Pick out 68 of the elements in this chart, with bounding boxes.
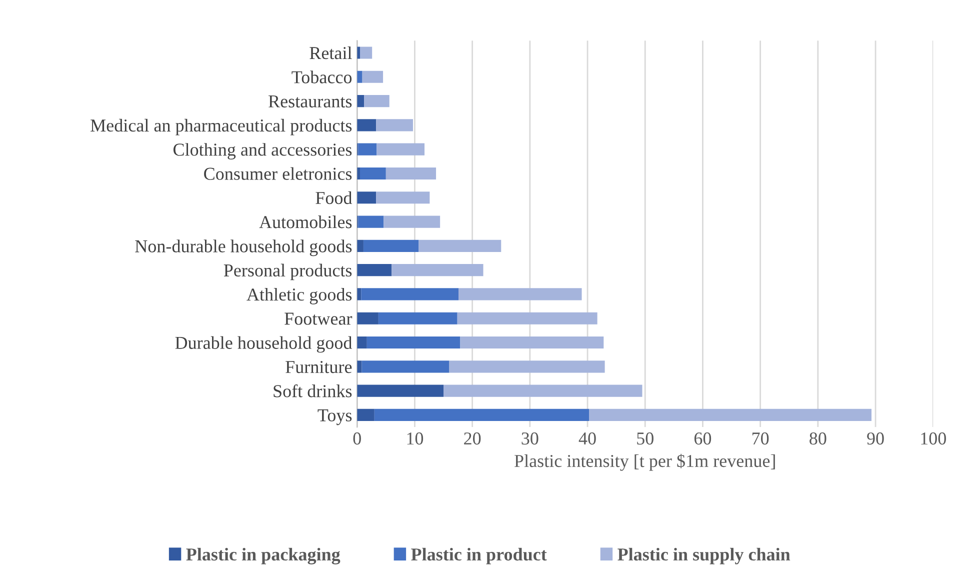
- legend-label: Plastic in packaging: [186, 548, 340, 564]
- bar: [384, 216, 440, 228]
- x-tick-label: 0: [353, 432, 361, 445]
- bar: [357, 240, 364, 252]
- y-tick-label: Retail: [310, 46, 352, 60]
- bar: [444, 384, 642, 397]
- y-tick-label: Toys: [318, 409, 352, 426]
- bar: [457, 312, 598, 324]
- y-tick-label: Tobacco: [292, 70, 352, 84]
- bar: [362, 70, 384, 83]
- bar: [360, 167, 386, 180]
- x-tick-label: 10: [407, 432, 424, 445]
- x-tick-label: 90: [867, 432, 884, 445]
- x-tick-label: 70: [752, 432, 769, 445]
- y-tick-label: Consumer eletronics: [204, 167, 352, 180]
- y-tick-label: Restaurants: [268, 95, 352, 108]
- y-tick-label: Food: [316, 191, 352, 204]
- y-tick-label: Automobiles: [259, 216, 352, 228]
- y-tick-label: Athletic goods: [246, 288, 352, 304]
- y-tick-label: Soft drinks: [274, 384, 352, 398]
- bar: [358, 216, 384, 228]
- bar: [360, 46, 372, 59]
- x-tick-label: 20: [464, 432, 481, 445]
- bar: [392, 264, 484, 276]
- bar: [363, 240, 419, 252]
- bar: [449, 360, 605, 373]
- bar: [357, 336, 367, 349]
- bar: [460, 336, 604, 349]
- y-tick-label: Non-durable household goods: [135, 240, 352, 256]
- bar: [374, 408, 590, 421]
- x-tick-label: 60: [694, 432, 712, 445]
- bar: [376, 192, 430, 204]
- bar: [357, 46, 360, 59]
- bar: [364, 95, 390, 108]
- y-tick-label: Footwear: [284, 312, 352, 325]
- x-tick-label: 100: [921, 432, 946, 445]
- x-tick-label: 80: [810, 432, 826, 445]
- x-tick-label: 30: [522, 432, 538, 445]
- legend-label: Plastic in product: [411, 548, 547, 564]
- bar: [362, 360, 450, 373]
- bar: [418, 240, 502, 252]
- bar: [357, 192, 376, 204]
- bar: [589, 408, 872, 421]
- y-tick-label: Furniture: [286, 360, 352, 374]
- x-tick-label: 50: [637, 432, 654, 445]
- bar: [357, 312, 378, 324]
- bar: [376, 143, 425, 156]
- bar: [357, 408, 374, 421]
- bar: [357, 264, 392, 276]
- y-tick-label: Personal products: [224, 264, 352, 280]
- bar: [357, 95, 364, 108]
- legend-label: Plastic in supply chain: [618, 548, 790, 564]
- bar: [366, 336, 460, 349]
- bar: [361, 288, 458, 300]
- bar: [458, 288, 582, 300]
- bar: [357, 119, 376, 132]
- bar: [358, 143, 377, 156]
- bar: [376, 119, 413, 132]
- y-tick-label: Durable household good: [175, 336, 352, 353]
- y-tick-label: Medical an pharmaceutical products: [90, 118, 352, 136]
- bar: [357, 70, 362, 83]
- x-axis-title: Plastic intensity [t per $1m revenue]: [514, 454, 775, 471]
- x-tick-label: 40: [578, 432, 596, 445]
- bar: [357, 384, 444, 397]
- bar: [378, 312, 458, 324]
- y-tick-label: Clothing and accessories: [173, 143, 352, 160]
- bar: [386, 167, 436, 180]
- bar: [357, 288, 362, 300]
